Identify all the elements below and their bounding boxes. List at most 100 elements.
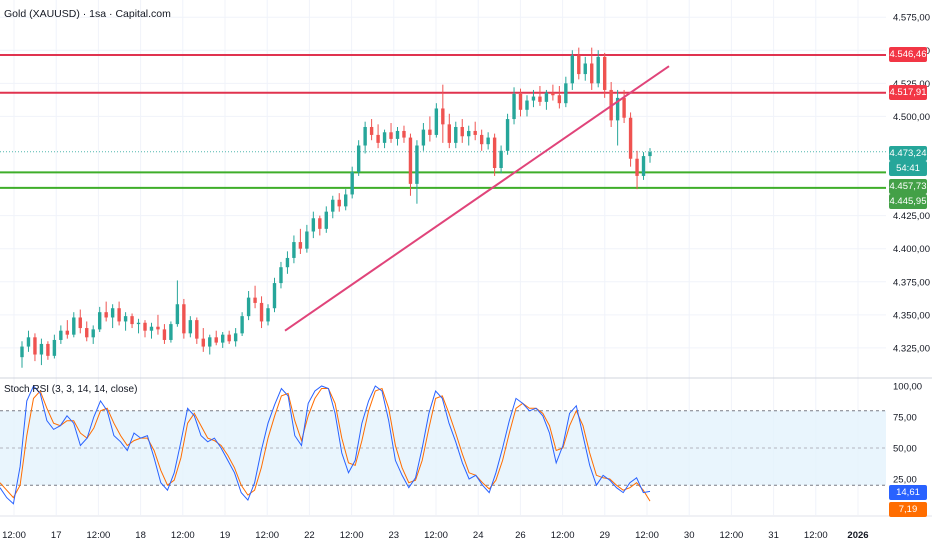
candle (421, 123, 426, 151)
candle (590, 47, 594, 90)
candle (350, 166, 354, 199)
candle (46, 341, 50, 360)
candle (337, 193, 341, 212)
stoch-d-tag: 7,19 (889, 501, 927, 517)
candle (240, 312, 244, 336)
candle (285, 251, 290, 274)
time-tick-label: 12:00 (635, 530, 659, 541)
candle (635, 150, 639, 190)
time-tick-label: 29 (600, 530, 611, 541)
candle (227, 330, 231, 344)
time-tick-label: 12:00 (551, 530, 575, 541)
price-tick-label: 4.425,00 (893, 211, 930, 222)
candle (123, 312, 128, 331)
time-tick-label: 12:00 (804, 530, 828, 541)
candle (201, 328, 205, 352)
candle (253, 285, 257, 309)
price-tick-label: 4.400,00 (893, 244, 930, 255)
candle (551, 84, 555, 101)
time-tick-label: 23 (389, 530, 400, 541)
candle (33, 333, 37, 362)
candle (305, 224, 309, 253)
stoch-tick-label: 100,00 (893, 382, 922, 393)
candle (577, 47, 581, 80)
stoch-tick-label: 75,00 (893, 413, 917, 424)
candle (460, 119, 464, 143)
candle (195, 317, 199, 344)
stoch-k-tag: 14,61 (889, 484, 927, 500)
candle (382, 129, 387, 149)
candle (104, 301, 108, 322)
candle (266, 304, 270, 326)
support-high-tag: 4.457,73 (889, 178, 927, 194)
stoch-k-line (0, 385, 651, 505)
candle (570, 50, 575, 90)
candle (467, 125, 471, 146)
time-tick-label: 12:00 (171, 530, 195, 541)
candle (408, 133, 413, 196)
candle (279, 261, 283, 289)
price-tick-label: 4.350,00 (893, 310, 930, 321)
candle (479, 129, 484, 151)
candle (376, 124, 380, 149)
resistance-high-tag: 4.546,46 (889, 47, 927, 63)
time-tick-label: 30 (684, 530, 695, 541)
candle (97, 306, 102, 333)
candle (169, 321, 173, 343)
candle (221, 332, 225, 348)
candle (395, 126, 400, 146)
candle (175, 280, 180, 327)
candle (259, 296, 264, 329)
candle (188, 316, 193, 338)
candle (441, 84, 445, 143)
candle (143, 320, 147, 338)
price-tick-label: 4.525,00 (893, 79, 930, 90)
candle (525, 95, 529, 117)
countdown-tag: 54:41 (889, 160, 927, 176)
time-tick-label: 26 (515, 530, 526, 541)
candle (538, 85, 542, 106)
time-tick-label: 12:00 (340, 530, 364, 541)
candle (110, 304, 115, 329)
candle (564, 76, 568, 108)
candle (324, 206, 328, 233)
candle (363, 121, 367, 154)
ascending-trendline[interactable] (284, 65, 670, 332)
candle (402, 125, 406, 143)
candle (602, 52, 607, 98)
trendline-layer[interactable] (284, 65, 670, 332)
candle (130, 313, 134, 329)
candle (26, 330, 31, 352)
candle (641, 152, 646, 180)
time-tick-label: 2026 (847, 530, 868, 541)
candle (72, 312, 76, 338)
time-tick-label: 12:00 (2, 530, 26, 541)
candle (39, 338, 44, 366)
time-tick-label: 19 (220, 530, 231, 541)
candle (59, 325, 63, 344)
candle (628, 112, 633, 167)
candle (473, 121, 477, 141)
price-tick-label: 4.575,00 (893, 13, 930, 24)
candle (156, 314, 160, 335)
candle (583, 56, 587, 81)
candle (389, 123, 393, 143)
candle (318, 215, 322, 236)
candle (344, 189, 348, 211)
price-tick-label: 4.375,00 (893, 277, 930, 288)
candle (428, 116, 432, 142)
candle (117, 301, 121, 326)
candle (356, 140, 361, 176)
candle (65, 320, 70, 339)
candle (136, 318, 141, 334)
time-tick-label: 12:00 (87, 530, 111, 541)
candle (454, 121, 458, 149)
candle (415, 140, 419, 204)
time-tick-label: 31 (768, 530, 779, 541)
candle (531, 89, 536, 108)
time-tick-label: 12:00 (720, 530, 744, 541)
time-tick-label: 22 (304, 530, 315, 541)
time-tick-label: 24 (473, 530, 484, 541)
candlestick-series (20, 47, 652, 368)
